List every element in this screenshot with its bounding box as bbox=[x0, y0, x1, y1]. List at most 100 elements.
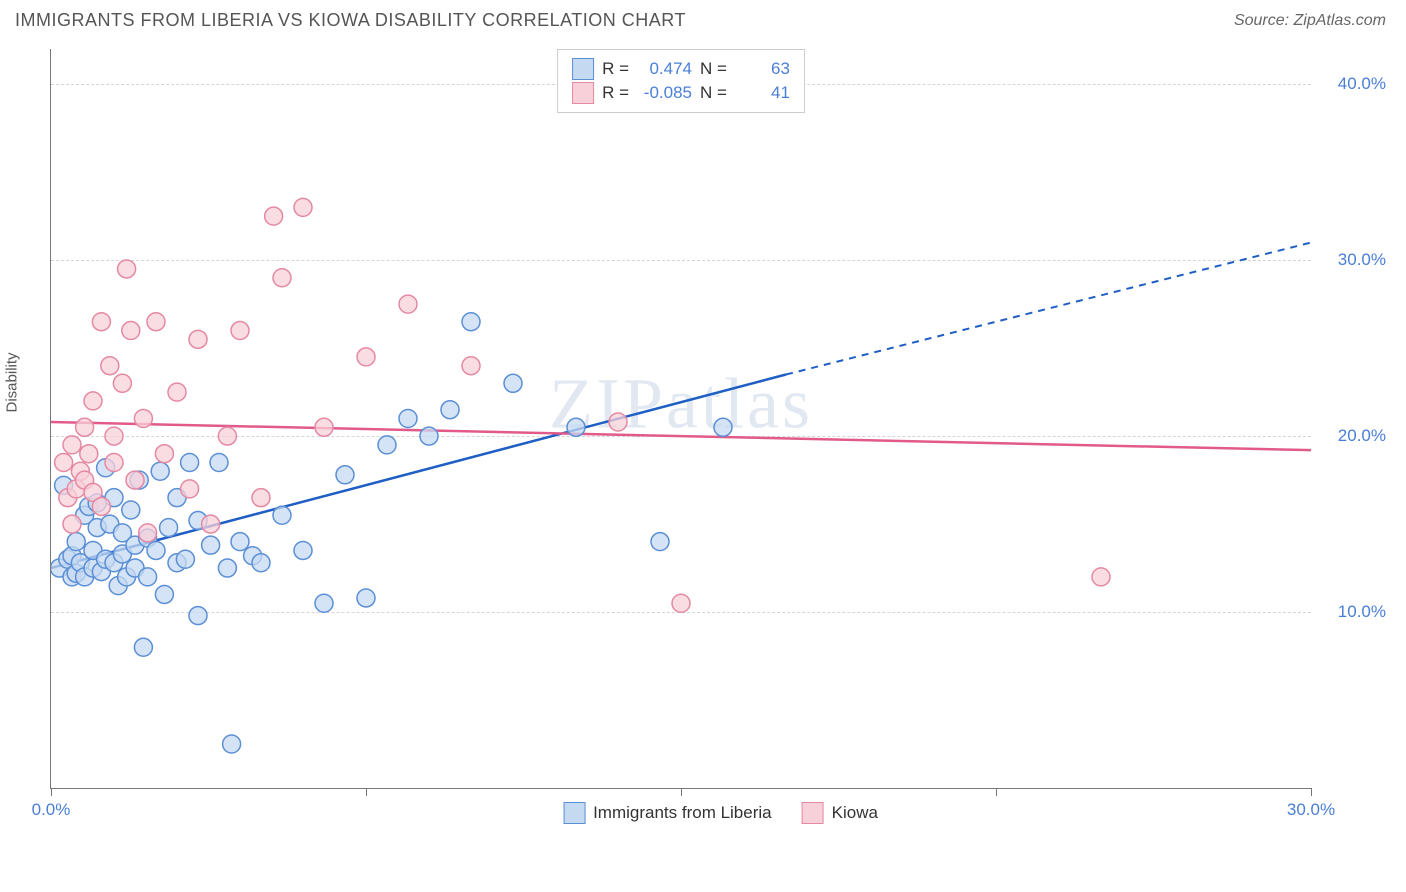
trend-line-dashed bbox=[786, 243, 1311, 375]
series-name-2: Kiowa bbox=[832, 803, 878, 823]
n-label-2: N = bbox=[700, 83, 727, 103]
x-tick bbox=[681, 788, 682, 796]
legend-swatch-series-2 bbox=[802, 802, 824, 824]
legend-item-2: Kiowa bbox=[802, 802, 878, 824]
data-point bbox=[651, 533, 669, 551]
data-point bbox=[672, 594, 690, 612]
chart-container: Disability ZIPatlas R = 0.474 N = 63 R =… bbox=[50, 39, 1391, 829]
data-point bbox=[76, 418, 94, 436]
x-tick bbox=[366, 788, 367, 796]
data-point bbox=[101, 357, 119, 375]
data-point bbox=[118, 260, 136, 278]
data-point bbox=[63, 515, 81, 533]
r-value-1: 0.474 bbox=[637, 59, 692, 79]
data-point bbox=[80, 445, 98, 463]
data-point bbox=[441, 401, 459, 419]
data-point bbox=[202, 536, 220, 554]
y-axis-label: Disability bbox=[4, 352, 21, 412]
data-point bbox=[504, 374, 522, 392]
data-point bbox=[462, 357, 480, 375]
data-point bbox=[122, 322, 140, 340]
data-point bbox=[155, 445, 173, 463]
legend-row-1: R = 0.474 N = 63 bbox=[572, 58, 790, 80]
data-point bbox=[252, 554, 270, 572]
y-tick-label: 20.0% bbox=[1321, 426, 1386, 446]
x-tick bbox=[1311, 788, 1312, 796]
plot-svg bbox=[51, 49, 1311, 788]
n-value-1: 63 bbox=[735, 59, 790, 79]
data-point bbox=[147, 313, 165, 331]
data-point bbox=[139, 524, 157, 542]
data-point bbox=[273, 506, 291, 524]
data-point bbox=[399, 295, 417, 313]
legend-swatch-2 bbox=[572, 82, 594, 104]
data-point bbox=[176, 550, 194, 568]
data-point bbox=[265, 207, 283, 225]
data-point bbox=[357, 348, 375, 366]
data-point bbox=[1092, 568, 1110, 586]
plot-area: ZIPatlas R = 0.474 N = 63 R = -0.085 N =… bbox=[50, 49, 1311, 789]
series-name-1: Immigrants from Liberia bbox=[593, 803, 772, 823]
data-point bbox=[189, 607, 207, 625]
data-point bbox=[181, 453, 199, 471]
data-point bbox=[202, 515, 220, 533]
data-point bbox=[223, 735, 241, 753]
data-point bbox=[378, 436, 396, 454]
data-point bbox=[113, 374, 131, 392]
data-point bbox=[252, 489, 270, 507]
y-tick-label: 10.0% bbox=[1321, 602, 1386, 622]
data-point bbox=[105, 453, 123, 471]
data-point bbox=[105, 427, 123, 445]
data-point bbox=[273, 269, 291, 287]
data-point bbox=[609, 413, 627, 431]
x-tick bbox=[51, 788, 52, 796]
y-tick-label: 30.0% bbox=[1321, 250, 1386, 270]
data-point bbox=[714, 418, 732, 436]
r-value-2: -0.085 bbox=[637, 83, 692, 103]
data-point bbox=[151, 462, 169, 480]
data-point bbox=[336, 466, 354, 484]
data-point bbox=[55, 453, 73, 471]
n-value-2: 41 bbox=[735, 83, 790, 103]
legend-swatch-series-1 bbox=[563, 802, 585, 824]
data-point bbox=[92, 313, 110, 331]
data-point bbox=[155, 585, 173, 603]
data-point bbox=[357, 589, 375, 607]
correlation-legend: R = 0.474 N = 63 R = -0.085 N = 41 bbox=[557, 49, 805, 113]
trend-line bbox=[51, 422, 1311, 450]
data-point bbox=[420, 427, 438, 445]
chart-title: IMMIGRANTS FROM LIBERIA VS KIOWA DISABIL… bbox=[15, 10, 686, 31]
source-label: Source: ZipAtlas.com bbox=[1234, 12, 1386, 30]
legend-row-2: R = -0.085 N = 41 bbox=[572, 82, 790, 104]
data-point bbox=[218, 427, 236, 445]
data-point bbox=[399, 410, 417, 428]
data-point bbox=[294, 541, 312, 559]
data-point bbox=[315, 594, 333, 612]
y-tick-label: 40.0% bbox=[1321, 74, 1386, 94]
data-point bbox=[126, 471, 144, 489]
data-point bbox=[147, 541, 165, 559]
data-point bbox=[181, 480, 199, 498]
data-point bbox=[231, 533, 249, 551]
r-label: R = bbox=[602, 59, 629, 79]
n-label: N = bbox=[700, 59, 727, 79]
legend-swatch-1 bbox=[572, 58, 594, 80]
data-point bbox=[63, 436, 81, 454]
data-point bbox=[67, 533, 85, 551]
data-point bbox=[210, 453, 228, 471]
series-legend: Immigrants from Liberia Kiowa bbox=[563, 802, 878, 824]
data-point bbox=[462, 313, 480, 331]
data-point bbox=[84, 392, 102, 410]
data-point bbox=[168, 383, 186, 401]
data-point bbox=[294, 198, 312, 216]
x-tick-label: 0.0% bbox=[32, 800, 71, 820]
data-point bbox=[92, 497, 110, 515]
data-point bbox=[231, 322, 249, 340]
data-point bbox=[139, 568, 157, 586]
r-label-2: R = bbox=[602, 83, 629, 103]
data-point bbox=[134, 410, 152, 428]
data-point bbox=[134, 638, 152, 656]
data-point bbox=[567, 418, 585, 436]
x-tick bbox=[996, 788, 997, 796]
data-point bbox=[189, 330, 207, 348]
